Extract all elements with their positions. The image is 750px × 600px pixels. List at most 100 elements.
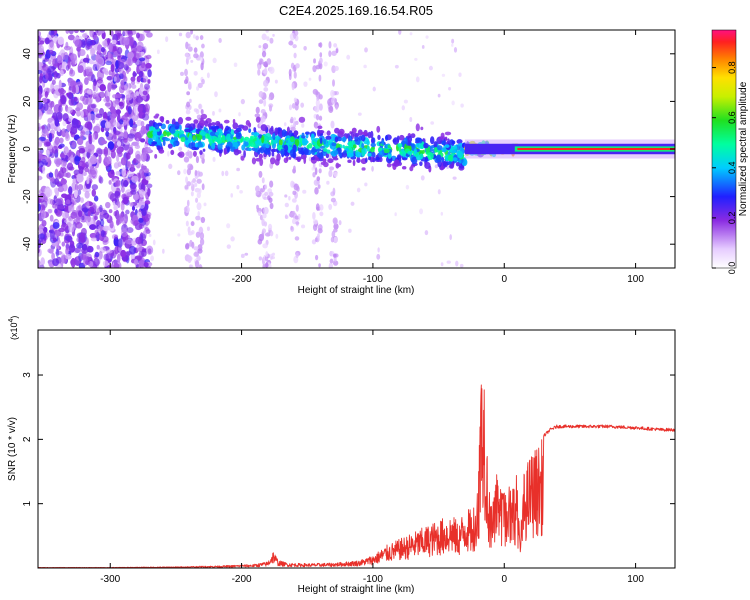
echo-band-cell — [457, 151, 464, 159]
noise-cell — [156, 49, 160, 55]
noise-streak-cell — [334, 65, 339, 72]
noise-cell — [140, 120, 145, 127]
noise-cell — [45, 149, 50, 157]
noise-cell — [69, 67, 74, 75]
echo-band-cell — [179, 124, 182, 131]
noise-cell — [41, 219, 47, 227]
echo-band-cell — [189, 126, 193, 132]
noise-cell — [448, 87, 452, 91]
noise-cell — [93, 258, 100, 267]
echo-band-cell — [342, 144, 345, 149]
noise-streak-cell — [255, 106, 260, 114]
echo-band-cell — [318, 152, 324, 159]
noise-streak-cell — [288, 212, 294, 218]
noise-cell — [449, 234, 452, 241]
echo-band-cell — [303, 147, 309, 156]
noise-streak-cell — [332, 217, 338, 225]
noise-cell — [107, 51, 111, 61]
noise-cell — [376, 253, 381, 260]
noise-cell — [99, 218, 105, 227]
echo-band-cell — [376, 125, 381, 133]
noise-cell — [41, 54, 46, 61]
noise-cell — [59, 69, 64, 77]
noise-cell — [198, 265, 203, 268]
noise-cell — [117, 201, 121, 209]
echo-band-cell — [269, 127, 274, 135]
noise-streak-cell — [293, 97, 297, 103]
echo-band-cell — [170, 149, 175, 156]
echo-band-cell — [247, 147, 252, 152]
noise-cell — [212, 111, 215, 116]
noise-cell — [63, 51, 69, 61]
noise-cell — [110, 169, 115, 175]
noise-streak-cell — [318, 263, 321, 268]
noise-cell — [144, 83, 150, 90]
echo-band-cell — [216, 136, 223, 145]
echo-band-cell — [301, 132, 305, 137]
echo-band-cell — [232, 122, 239, 130]
noise-cell — [284, 202, 289, 208]
noise-streak-cell — [317, 184, 321, 189]
noise-cell — [127, 106, 132, 115]
echo-band-cell — [444, 131, 452, 136]
noise-streak-cell — [312, 211, 316, 220]
echo-band-cell — [334, 136, 339, 143]
noise-streak-cell — [195, 197, 199, 203]
noise-cell — [136, 242, 143, 253]
noise-cell — [77, 189, 82, 195]
noise-cell — [49, 214, 54, 222]
colorbar-ticks: 0.0 0.2 0.4 0.6 0.8 — [712, 61, 737, 274]
echo-band-cell — [319, 129, 325, 134]
noise-cell — [57, 126, 61, 133]
noise-streak-cell — [328, 169, 333, 178]
noise-cell — [113, 236, 119, 247]
echo-band-cell — [401, 165, 407, 170]
noise-streak-cell — [264, 255, 269, 262]
echo-band-cell — [424, 156, 429, 163]
echo-band-cell — [152, 130, 158, 136]
noise-cell — [460, 103, 464, 108]
echo-band-cell — [289, 136, 295, 143]
echo-band-cell — [415, 137, 421, 143]
noise-cell — [96, 244, 100, 250]
noise-cell — [94, 215, 98, 221]
noise-cell — [123, 179, 129, 188]
y-tick-label: 40 — [22, 48, 33, 60]
noise-cell — [104, 260, 109, 267]
noise-streak-cell — [201, 78, 205, 85]
noise-cell — [59, 152, 65, 159]
noise-cell — [75, 222, 83, 229]
echo-band-cell — [250, 135, 254, 140]
noise-cell — [86, 176, 90, 185]
spectrogram-heatmap — [38, 30, 675, 268]
noise-cell — [47, 117, 55, 125]
noise-cell — [71, 141, 76, 148]
echo-band-cell — [265, 143, 270, 149]
echo-band-cell — [325, 135, 332, 140]
noise-cell — [38, 90, 42, 101]
noise-cell — [398, 30, 402, 35]
noise-streak-cell — [258, 91, 264, 98]
noise-streak-cell — [288, 68, 292, 77]
noise-cell — [44, 37, 50, 45]
noise-cell — [70, 125, 78, 135]
noise-cell — [113, 204, 118, 211]
noise-streak-cell — [319, 42, 323, 48]
snr-x-axis: -300 -200 -100 0 100 — [100, 330, 644, 585]
echo-band-cell — [185, 116, 192, 121]
noise-streak-cell — [319, 52, 323, 58]
noise-streak-cell — [264, 184, 268, 190]
noise-streak-cell — [263, 221, 268, 227]
noise-cell — [394, 212, 397, 217]
noise-cell — [98, 30, 106, 34]
noise-streak-cell — [186, 101, 191, 108]
noise-cell — [114, 246, 119, 255]
echo-band-cell — [420, 126, 424, 131]
noise-streak-cell — [293, 121, 297, 128]
noise-cell — [258, 45, 262, 49]
noise-streak-cell — [318, 115, 323, 121]
noise-streak-cell — [257, 210, 262, 216]
noise-streak-cell — [200, 216, 206, 224]
noise-streak-cell — [312, 219, 319, 225]
noise-streak-cell — [193, 182, 198, 187]
